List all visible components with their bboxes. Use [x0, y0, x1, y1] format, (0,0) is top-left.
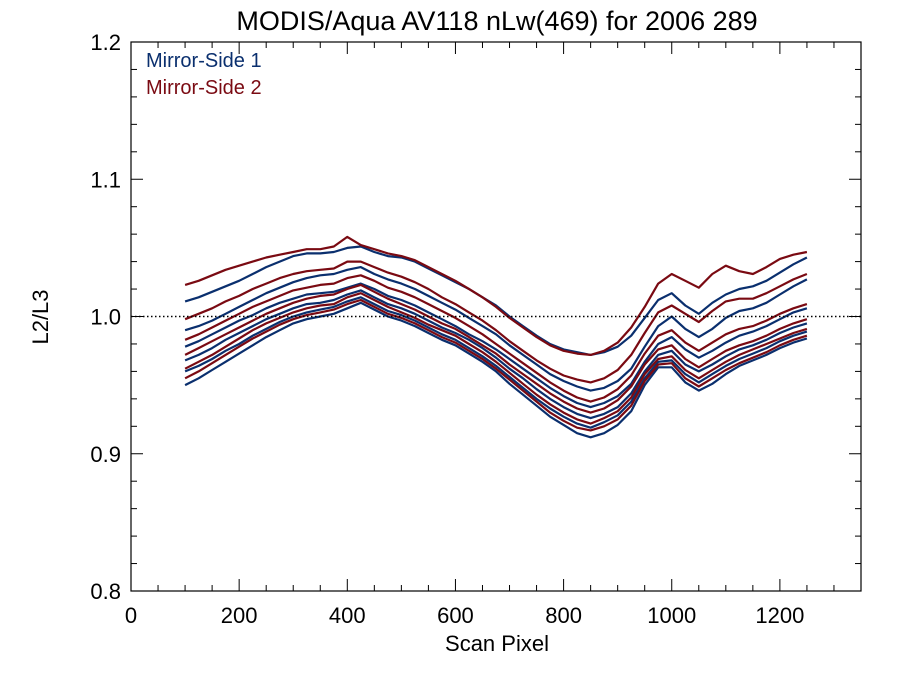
series-line-2 [184, 266, 808, 392]
series-line-10 [184, 283, 808, 414]
x-tick-label: 1000 [647, 603, 696, 628]
series-line-3 [184, 282, 808, 409]
series-line-5 [184, 296, 808, 429]
series-line-6 [184, 301, 808, 439]
y-tick-label: 1.1 [90, 167, 121, 192]
x-tick-label: 600 [437, 603, 474, 628]
series-line-8 [184, 260, 808, 384]
x-axis-title: Scan Pixel [445, 631, 549, 656]
x-tick-label: 400 [329, 603, 366, 628]
series-lines [184, 235, 808, 439]
y-tick-label: 0.9 [90, 442, 121, 467]
series-line-9 [184, 274, 808, 403]
series-line-4 [184, 289, 808, 420]
legend: Mirror-Side 1 Mirror-Side 2 [146, 50, 262, 99]
x-tick-label: 1200 [755, 603, 804, 628]
series-line-12 [184, 298, 808, 432]
x-tick-label: 200 [221, 603, 258, 628]
series-line-11 [184, 292, 808, 425]
legend-entry: Mirror-Side 2 [146, 77, 262, 99]
axis-ticks: 0 200 400 600 800 1000 1200 0.8 0.9 1.0 1.1 1.2 [90, 30, 862, 628]
x-tick-label: 0 [125, 603, 137, 628]
y-axis-title: L2/L3 [28, 289, 53, 344]
legend-entry: Mirror-Side 1 [146, 50, 262, 72]
series-line-1 [184, 245, 808, 356]
x-tick-label: 800 [545, 603, 582, 628]
y-tick-label: 0.8 [90, 579, 121, 604]
y-tick-label: 1.2 [90, 30, 121, 55]
series-line-7 [184, 235, 808, 356]
chart-title: MODIS/Aqua AV118 nLw(469) for 2006 289 [236, 6, 757, 36]
y-tick-label: 1.0 [90, 305, 121, 330]
